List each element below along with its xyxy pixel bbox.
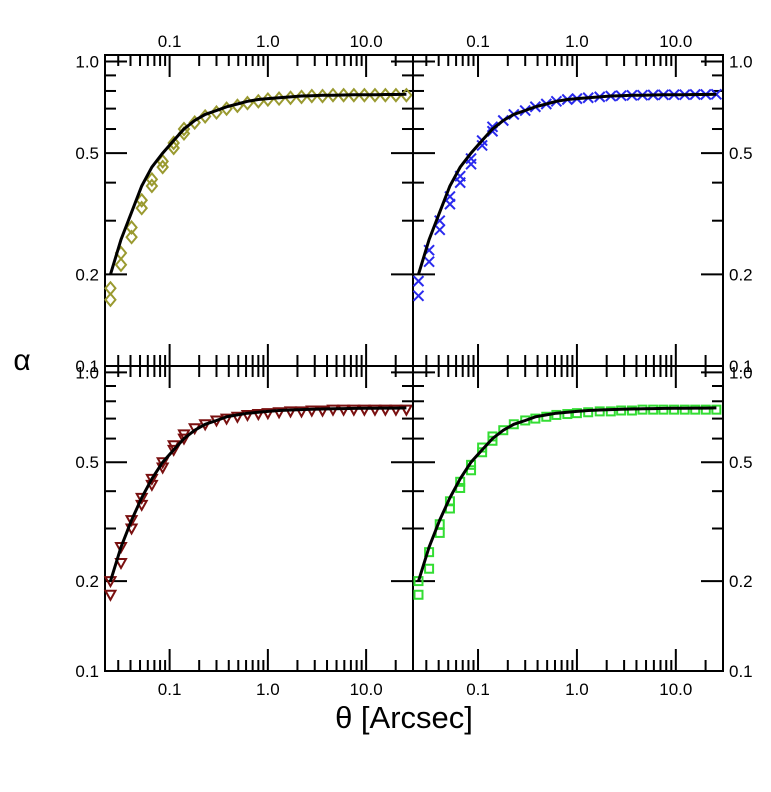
y-tick-label: 0.1 bbox=[75, 357, 99, 376]
data-point bbox=[326, 87, 340, 103]
ticks bbox=[413, 366, 724, 672]
data-point bbox=[135, 492, 149, 505]
data-point bbox=[104, 292, 117, 308]
data-point bbox=[413, 589, 424, 600]
x-tick-label: 1.0 bbox=[256, 32, 280, 51]
data-point bbox=[423, 256, 435, 268]
data-point bbox=[315, 405, 330, 418]
y-tick-label: 0.2 bbox=[75, 265, 99, 284]
data-point bbox=[114, 257, 128, 273]
y-tick-label: 0.2 bbox=[729, 265, 753, 284]
data-point bbox=[283, 406, 298, 419]
data-point bbox=[347, 404, 361, 417]
x-tick-label: 1.0 bbox=[565, 32, 589, 51]
y-tick-label: 0.2 bbox=[729, 572, 753, 591]
x-tick-label: 0.1 bbox=[466, 680, 490, 699]
data-point bbox=[412, 290, 425, 302]
y-tick-label: 0.5 bbox=[75, 453, 99, 472]
data-point bbox=[272, 407, 286, 420]
y-tick-label: 0.5 bbox=[729, 453, 753, 472]
data-point bbox=[605, 406, 616, 417]
data-point bbox=[486, 121, 499, 133]
data-point bbox=[347, 87, 361, 103]
data-point bbox=[167, 135, 180, 151]
data-point bbox=[230, 411, 245, 424]
data-point bbox=[135, 200, 149, 216]
model-curve bbox=[109, 406, 407, 582]
x-tick-label: 10.0 bbox=[659, 680, 692, 699]
y-tick-label: 0.1 bbox=[75, 662, 99, 681]
data-point bbox=[434, 224, 446, 236]
data-point bbox=[124, 515, 139, 528]
ticks bbox=[105, 366, 414, 672]
data-point bbox=[389, 404, 403, 417]
y-tick-label: 0.5 bbox=[75, 144, 99, 163]
y-tick-label: 0.5 bbox=[729, 144, 753, 163]
panel-top-right: 0.1 1.0 10.0 0.1 0.2 0.5 1.0 bbox=[412, 32, 753, 376]
data-point bbox=[145, 178, 159, 194]
data-point bbox=[240, 409, 255, 422]
x-tick-label: 0.1 bbox=[466, 32, 490, 51]
data-point bbox=[261, 408, 275, 421]
data-point bbox=[498, 425, 509, 436]
x-axis-title: θ [Arcsec] bbox=[335, 700, 473, 735]
y-tick-label: 1.0 bbox=[75, 52, 99, 71]
data-point bbox=[125, 219, 138, 236]
data-point bbox=[166, 444, 181, 457]
panel-top-left: 0.1 1.0 10.0 0.1 0.2 0.5 1.0 bbox=[75, 32, 414, 376]
y-tick-label: 1.0 bbox=[75, 363, 99, 382]
data-point bbox=[711, 404, 722, 415]
data-point bbox=[337, 87, 350, 103]
x-tick-label: 1.0 bbox=[256, 680, 280, 699]
data-point bbox=[103, 589, 118, 602]
data-point bbox=[357, 404, 372, 417]
x-tick-label: 1.0 bbox=[565, 680, 589, 699]
data-point bbox=[104, 280, 117, 296]
data-point bbox=[700, 404, 711, 415]
y-tick-label: 0.1 bbox=[729, 357, 753, 376]
data-point bbox=[145, 171, 159, 187]
data-point bbox=[294, 406, 309, 419]
x-tick-label: 10.0 bbox=[350, 680, 383, 699]
model-curve bbox=[417, 92, 717, 275]
x-tick-label: 0.1 bbox=[158, 680, 182, 699]
x-tick-label: 10.0 bbox=[350, 32, 383, 51]
model-curve bbox=[417, 406, 717, 582]
data-point bbox=[399, 404, 414, 417]
data-point bbox=[125, 229, 138, 245]
data-point bbox=[412, 275, 425, 287]
data-point bbox=[424, 563, 435, 574]
ticks bbox=[105, 55, 414, 367]
y-tick-label: 0.1 bbox=[729, 662, 753, 681]
x-tick-label: 0.1 bbox=[158, 32, 182, 51]
panel-bottom-left: 0.1 1.0 10.0 0.1 0.2 0.5 1.0 bbox=[75, 363, 414, 699]
data-point bbox=[378, 404, 393, 417]
panels: 0.1 1.0 10.00.10.20.51.00.1 1.0 10.00.10.20.… bbox=[75, 32, 752, 699]
y-tick-label: 1.0 bbox=[729, 52, 753, 71]
data-point bbox=[114, 557, 128, 571]
ticks bbox=[413, 55, 724, 367]
data-point bbox=[156, 159, 169, 175]
y-tick-label: 1.0 bbox=[729, 363, 753, 382]
data-point bbox=[368, 404, 382, 417]
data-point bbox=[305, 405, 319, 418]
data-point bbox=[251, 409, 266, 422]
model-curve bbox=[109, 92, 407, 275]
data-point bbox=[155, 457, 170, 470]
data-point bbox=[177, 433, 191, 446]
y-tick-label: 0.2 bbox=[75, 572, 99, 591]
y-axis-title: α bbox=[13, 344, 30, 377]
data-point bbox=[358, 87, 371, 103]
x-tick-label: 10.0 bbox=[659, 32, 692, 51]
panel-bottom-right: 0.1 1.0 10.0 0.1 0.2 0.5 1.0 bbox=[412, 363, 753, 699]
data-point bbox=[145, 473, 159, 486]
data-point bbox=[305, 88, 319, 104]
data-point bbox=[188, 115, 201, 131]
